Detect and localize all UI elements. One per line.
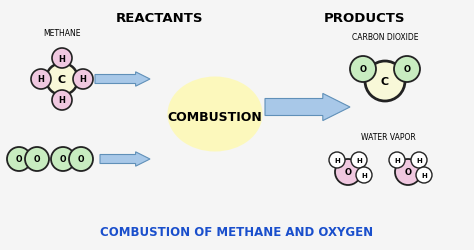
Circle shape (356, 167, 372, 183)
Circle shape (329, 152, 345, 168)
Circle shape (365, 62, 405, 102)
Text: REACTANTS: REACTANTS (116, 12, 204, 24)
Circle shape (52, 49, 72, 69)
Text: H: H (334, 157, 340, 163)
Circle shape (31, 70, 51, 90)
Circle shape (394, 57, 420, 83)
Circle shape (395, 159, 421, 185)
Text: H: H (416, 157, 422, 163)
Text: O: O (60, 155, 66, 164)
Text: O: O (16, 155, 22, 164)
Text: H: H (80, 75, 86, 84)
Text: H: H (37, 75, 45, 84)
FancyArrow shape (95, 72, 150, 87)
Circle shape (350, 57, 376, 83)
Circle shape (73, 70, 93, 90)
Text: H: H (421, 172, 427, 178)
Circle shape (351, 152, 367, 168)
Circle shape (389, 152, 405, 168)
Text: WATER VAPOR: WATER VAPOR (361, 133, 415, 142)
Text: CARBON DIOXIDE: CARBON DIOXIDE (352, 33, 418, 42)
Circle shape (411, 152, 427, 168)
Text: O: O (403, 65, 410, 74)
Circle shape (335, 159, 361, 185)
Text: O: O (345, 168, 352, 177)
Text: COMBUSTION OF METHANE AND OXYGEN: COMBUSTION OF METHANE AND OXYGEN (100, 226, 374, 238)
Text: METHANE: METHANE (43, 28, 81, 37)
FancyArrow shape (100, 152, 150, 166)
Text: COMBUSTION: COMBUSTION (168, 111, 263, 124)
Circle shape (46, 64, 78, 96)
Circle shape (51, 148, 75, 171)
Text: H: H (356, 157, 362, 163)
Circle shape (52, 91, 72, 110)
Text: PRODUCTS: PRODUCTS (324, 12, 406, 24)
Text: O: O (34, 155, 40, 164)
Text: H: H (59, 54, 65, 63)
Circle shape (416, 167, 432, 183)
Text: O: O (78, 155, 84, 164)
Circle shape (25, 148, 49, 171)
Text: C: C (58, 75, 66, 85)
Ellipse shape (167, 77, 263, 152)
Circle shape (7, 148, 31, 171)
Text: O: O (404, 168, 411, 177)
FancyArrow shape (265, 94, 350, 121)
Circle shape (69, 148, 93, 171)
Text: C: C (381, 77, 389, 87)
Text: O: O (359, 65, 366, 74)
Text: H: H (59, 96, 65, 105)
Text: H: H (361, 172, 367, 178)
Text: H: H (394, 157, 400, 163)
